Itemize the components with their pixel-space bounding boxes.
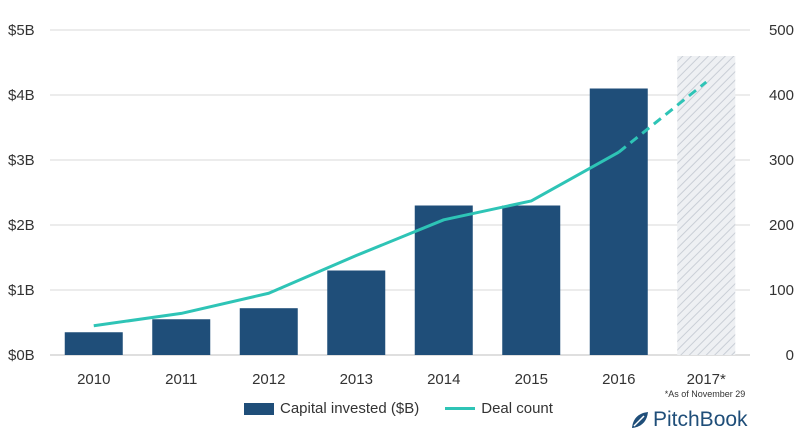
legend-bar-swatch [244,402,274,415]
x-tick-label: 2015 [515,371,548,388]
y-left-tick-label: $3B [8,152,35,169]
bar-series [64,56,736,355]
x-tick-label: 2010 [77,371,110,388]
footnote: *As of November 29 [665,389,746,399]
pitchbook-logo: PitchBook [629,408,748,432]
bar [502,205,561,355]
y-right-tick-label: 400 [769,87,794,104]
legend: Capital invested ($B) Deal count [244,400,553,417]
x-tick-label: 2014 [427,371,460,388]
bar [327,270,386,355]
bar [414,205,473,355]
axes: $0B 0 $1B 100 $2B 200 $3B 300 $4B 400 $5B 500 2010 20… [8,22,794,388]
y-right-tick-label: 100 [769,282,794,299]
bar [239,308,298,355]
y-left-tick-label: $2B [8,217,35,234]
brand-name: PitchBook [653,408,748,431]
y-left-tick-label: $5B [8,22,35,39]
y-right-tick-label: 500 [769,22,794,39]
bar [64,332,123,355]
y-left-tick-label: $0B [8,347,35,364]
x-tick-label: 2017* [687,371,726,388]
x-tick-label: 2013 [340,371,373,388]
deal-count-projected-line [617,80,708,154]
legend-line-swatch [445,407,476,410]
y-right-tick-label: 0 [786,347,794,364]
bar [589,88,648,355]
y-left-tick-label: $4B [8,87,35,104]
y-right-tick-label: 300 [769,152,794,169]
line-series [93,80,708,328]
legend-line-label: Deal count [481,400,553,417]
y-right-tick-label: 200 [769,217,794,234]
bar [152,319,211,355]
bar-projected [677,56,736,355]
x-tick-label: 2011 [165,371,197,388]
x-tick-label: 2012 [252,371,285,388]
y-left-tick-label: $1B [8,282,35,299]
x-tick-label: 2016 [602,371,635,388]
legend-bar-label: Capital invested ($B) [280,400,420,417]
leaf-icon [632,412,648,428]
